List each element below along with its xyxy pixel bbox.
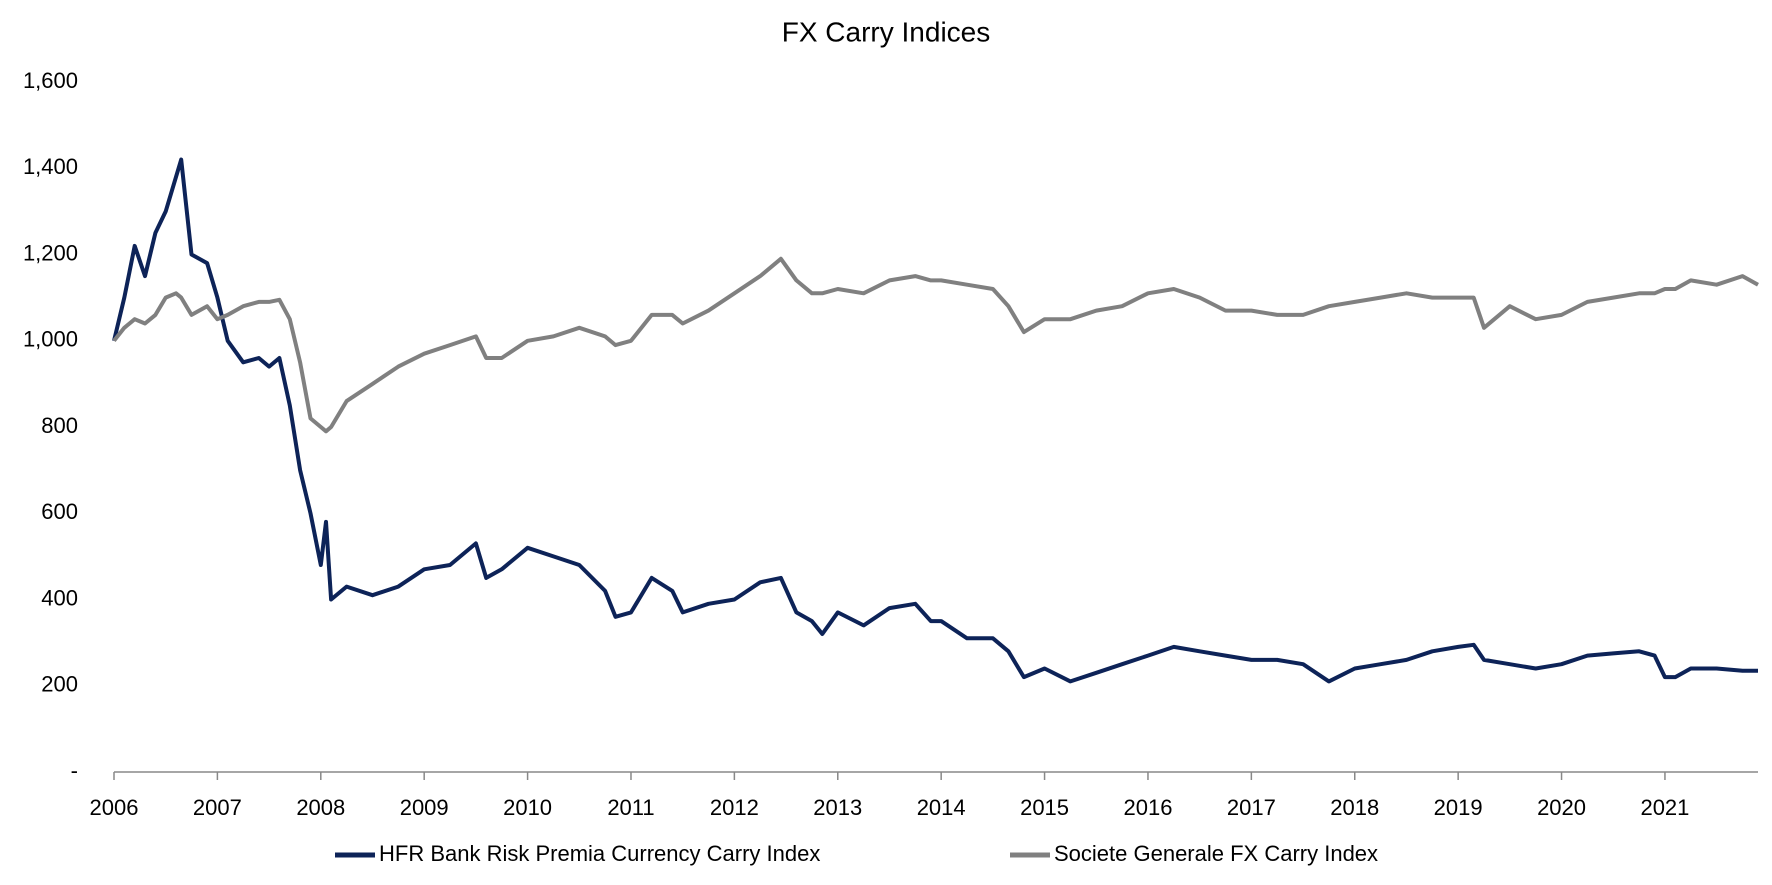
chart-title: FX Carry Indices [782, 16, 991, 47]
y-tick-label: 800 [41, 413, 78, 438]
y-tick-label: 1,400 [23, 154, 78, 179]
x-tick-label: 2019 [1434, 795, 1483, 820]
x-tick-label: 2021 [1640, 795, 1689, 820]
y-tick-label: 1,000 [23, 327, 78, 352]
y-tick-label: 400 [41, 585, 78, 610]
x-tick-label: 2016 [1123, 795, 1172, 820]
x-tick-label: 2010 [503, 795, 552, 820]
x-tick-label: 2013 [813, 795, 862, 820]
x-tick-label: 2009 [400, 795, 449, 820]
x-tick-label: 2012 [710, 795, 759, 820]
legend-label: HFR Bank Risk Premia Currency Carry Inde… [379, 841, 820, 866]
x-tick-label: 2017 [1227, 795, 1276, 820]
series-line [112, 256, 1759, 434]
y-tick-label: 1,200 [23, 240, 78, 265]
y-tick-label: - [71, 758, 78, 783]
y-tick-label: 200 [41, 672, 78, 697]
y-tick-label: 600 [41, 499, 78, 524]
x-tick-label: 2014 [917, 795, 966, 820]
y-tick-label: 1,600 [23, 68, 78, 93]
legend-label: Societe Generale FX Carry Index [1054, 841, 1378, 866]
x-tick-label: 2008 [296, 795, 345, 820]
x-tick-label: 2018 [1330, 795, 1379, 820]
x-tick-label: 2011 [607, 795, 654, 820]
x-tick-label: 2020 [1537, 795, 1586, 820]
x-tick-label: 2015 [1020, 795, 1069, 820]
x-tick-label: 2006 [90, 795, 139, 820]
x-tick-label: 2007 [193, 795, 242, 820]
series-line [112, 157, 1758, 684]
